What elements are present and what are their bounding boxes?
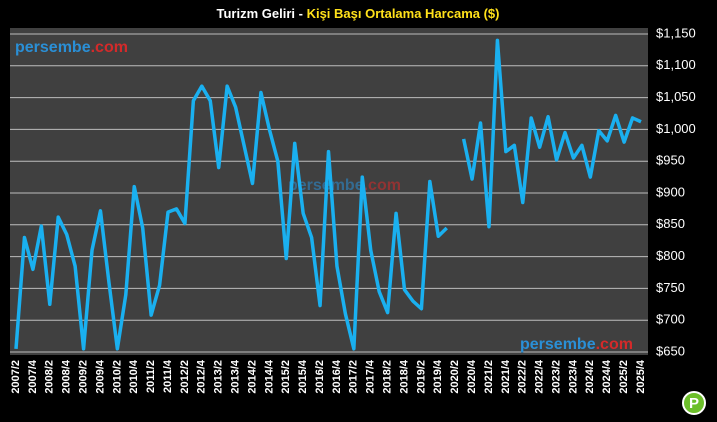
watermark: persembe.com	[520, 336, 633, 353]
watermark: persembe.com	[288, 177, 401, 194]
x-tick-label: 2025/2	[618, 360, 630, 394]
x-tick-label: 2024/2	[584, 360, 596, 394]
x-tick-label: 2007/4	[27, 359, 39, 394]
x-tick-label: 2010/4	[128, 359, 140, 394]
y-tick-label: $750	[656, 280, 685, 295]
x-tick-label: 2011/2	[145, 360, 157, 393]
x-tick-label: 2018/4	[398, 359, 410, 394]
x-tick-label: 2015/4	[297, 359, 309, 394]
x-tick-label: 2008/4	[61, 359, 73, 394]
plot-area	[10, 28, 648, 355]
x-tick-label: 2020/4	[466, 359, 478, 394]
x-tick-label: 2012/2	[179, 360, 191, 394]
x-tick-label: 2016/2	[314, 360, 326, 394]
watermark: persembe.com	[15, 39, 128, 56]
chart-title: Turizm Geliri - Kişi Başı Ortalama Harca…	[217, 6, 500, 21]
x-tick-label: 2013/2	[213, 360, 225, 394]
y-tick-label: $850	[656, 216, 685, 231]
x-tick-label: 2022/4	[534, 359, 546, 394]
x-tick-label: 2023/2	[550, 360, 562, 394]
watermark-part: persembe	[15, 39, 91, 56]
title-part: Kişi Başı Ortalama Harcama ($)	[307, 6, 500, 21]
logo-badge	[682, 391, 706, 415]
y-tick-label: $1,050	[656, 89, 696, 104]
x-tick-label: 2013/4	[230, 359, 242, 394]
x-tick-label: 2008/2	[44, 360, 56, 394]
x-tick-label: 2025/4	[635, 359, 647, 394]
watermark-part: .com	[596, 336, 633, 353]
series-line	[14, 38, 642, 351]
y-tick-label: $1,150	[656, 25, 696, 40]
x-tick-label: 2018/2	[382, 360, 394, 394]
x-tick-label: 2021/4	[500, 359, 512, 394]
watermark-part: .com	[91, 39, 128, 56]
watermark-part: .com	[364, 177, 401, 194]
x-tick-label: 2017/4	[365, 359, 377, 394]
logo: P	[689, 395, 699, 412]
y-tick-label: $1,100	[656, 57, 696, 72]
x-tick-label: 2019/4	[432, 359, 444, 394]
x-tick-label: 2012/4	[196, 359, 208, 394]
x-tick-label: 2007/2	[10, 360, 22, 394]
x-tick-label: 2022/2	[517, 360, 529, 394]
x-tick-label: 2023/4	[567, 359, 579, 394]
x-tick-label: 2021/2	[483, 360, 495, 394]
x-tick-label: 2014/4	[263, 359, 275, 394]
y-tick-label: $700	[656, 312, 685, 327]
x-tick-label: 2016/4	[331, 359, 343, 394]
x-tick-label: 2024/4	[601, 359, 613, 394]
y-tick-label: $950	[656, 153, 685, 168]
title-part: Turizm Geliri -	[217, 6, 303, 21]
x-tick-label: 2015/2	[280, 360, 292, 394]
y-tick-label: $650	[656, 343, 685, 358]
x-tick-label: 2017/2	[348, 360, 360, 394]
y-tick-label: $900	[656, 184, 685, 199]
watermark-part: persembe	[520, 336, 596, 353]
y-tick-label: $800	[656, 248, 685, 263]
x-tick-label: 2019/2	[415, 360, 427, 394]
x-tick-label: 2014/2	[246, 360, 258, 394]
y-tick-label: $1,000	[656, 121, 696, 136]
x-tick-label: 2010/2	[111, 360, 123, 394]
x-tick-label: 2009/2	[77, 360, 89, 394]
x-tick-label: 2009/4	[94, 359, 106, 394]
x-tick-label: 2020/2	[449, 360, 461, 394]
x-tick-label: 2011/4	[162, 359, 174, 393]
